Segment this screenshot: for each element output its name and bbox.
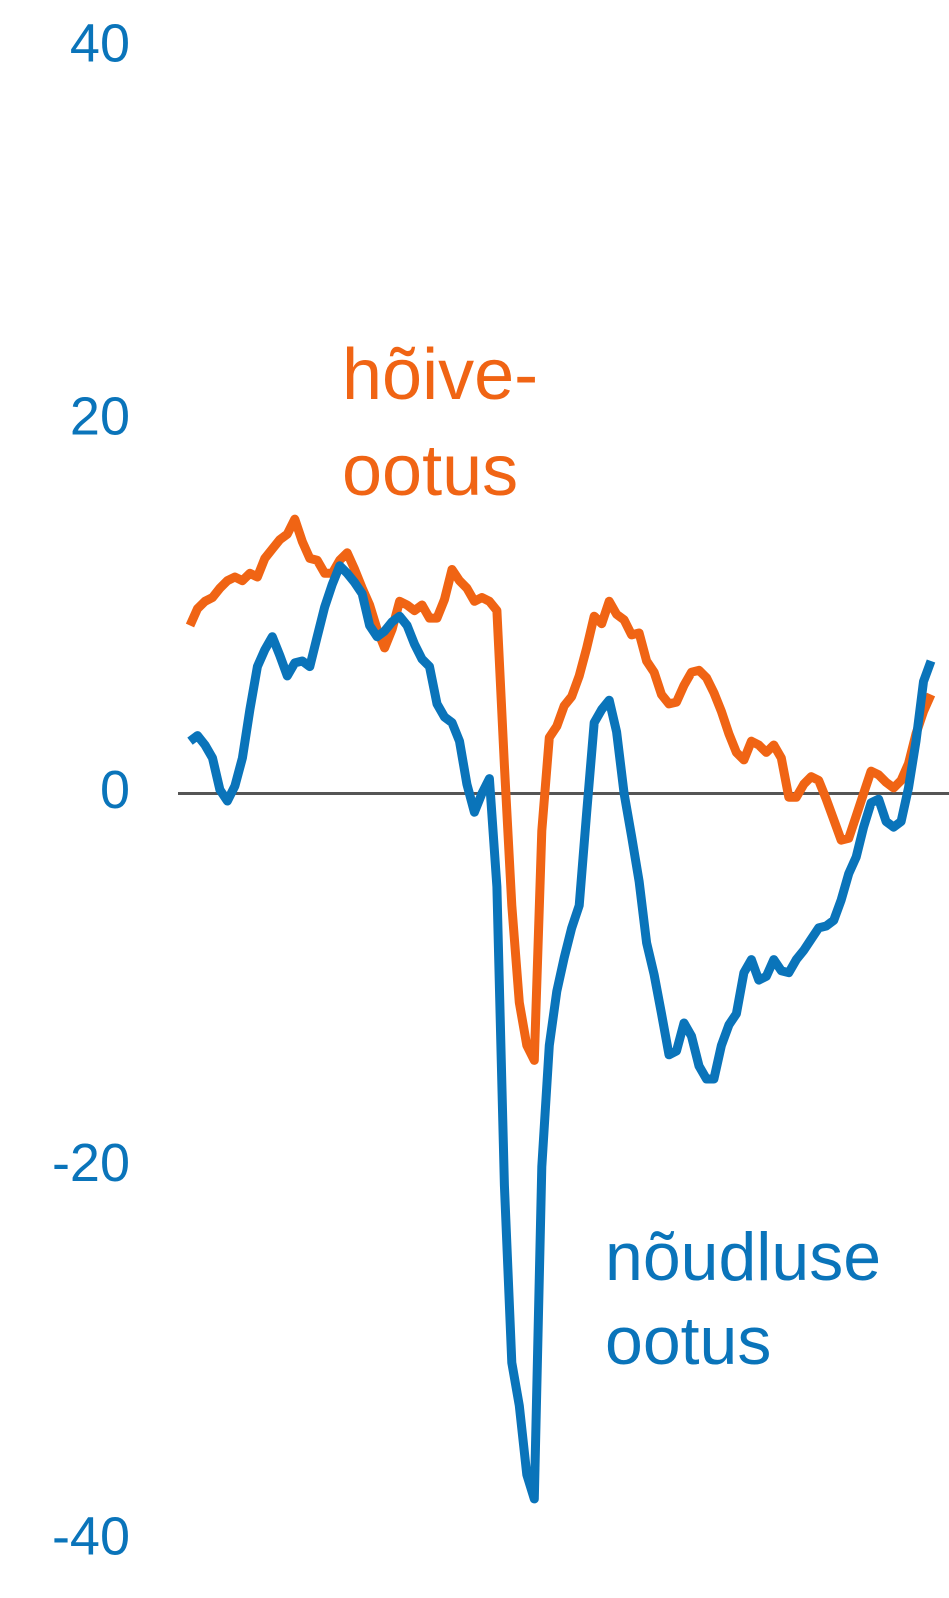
annotation: nõudluse [605, 1219, 881, 1295]
annotation: ootus [605, 1303, 771, 1379]
y-tick-label: 40 [70, 13, 130, 73]
line-series [185, 514, 936, 1065]
y-tick-label: -40 [52, 1506, 130, 1566]
line-series [187, 561, 936, 1504]
annotation: ootus [342, 431, 518, 511]
annotation: hõive- [342, 335, 538, 415]
y-tick-label: 20 [70, 387, 130, 447]
y-tick-label: 0 [100, 760, 130, 820]
y-tick-label: -20 [52, 1133, 130, 1193]
